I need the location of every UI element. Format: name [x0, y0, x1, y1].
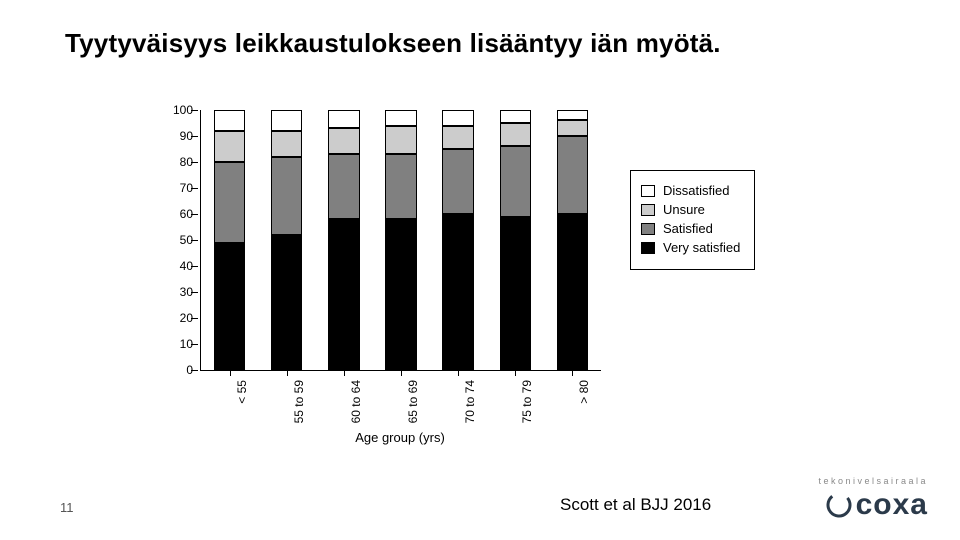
- bar: [557, 110, 588, 370]
- bar-segment: [557, 136, 588, 214]
- legend-swatch: [641, 204, 655, 216]
- y-tick-label: 70: [163, 181, 193, 195]
- bar-segment: [328, 128, 359, 154]
- bar-segment: [271, 235, 302, 370]
- x-tick: [344, 370, 345, 376]
- bar-segment: [385, 110, 416, 126]
- bar-segment: [328, 219, 359, 370]
- legend-item: Satisfied: [641, 221, 740, 236]
- bar-segment: [500, 217, 531, 370]
- logo: tekonivelsairaala coxa: [818, 476, 928, 522]
- logo-icon: [826, 492, 852, 518]
- bar: [271, 110, 302, 370]
- chart: Percentage of patients (%) 0102030405060…: [130, 100, 850, 480]
- bar-segment: [557, 120, 588, 136]
- bar: [442, 110, 473, 370]
- logo-brand-text: coxa: [856, 488, 928, 522]
- x-category-label: 60 to 64: [349, 380, 363, 423]
- legend-item: Very satisfied: [641, 240, 740, 255]
- bar: [500, 110, 531, 370]
- x-tick: [287, 370, 288, 376]
- bar: [214, 110, 245, 370]
- bar-segment: [214, 131, 245, 162]
- legend-swatch: [641, 185, 655, 197]
- bar-segment: [442, 110, 473, 126]
- x-tick: [458, 370, 459, 376]
- y-tick-label: 90: [163, 129, 193, 143]
- bar-segment: [500, 123, 531, 146]
- y-tick-label: 20: [163, 311, 193, 325]
- legend-swatch: [641, 223, 655, 235]
- logo-tagline: tekonivelsairaala: [818, 476, 928, 486]
- bar-segment: [328, 154, 359, 219]
- y-tick-label: 0: [163, 363, 193, 377]
- x-tick: [230, 370, 231, 376]
- y-tick-label: 10: [163, 337, 193, 351]
- bar-segment: [442, 126, 473, 149]
- legend-item: Dissatisfied: [641, 183, 740, 198]
- x-axis-label: Age group (yrs): [200, 430, 600, 445]
- x-category-label: > 80: [577, 380, 591, 404]
- bar-segment: [500, 146, 531, 216]
- x-category-label: 70 to 74: [463, 380, 477, 423]
- legend-label: Unsure: [663, 202, 705, 217]
- page-number: 11: [60, 500, 74, 515]
- bar-segment: [385, 219, 416, 370]
- bar-segment: [214, 243, 245, 370]
- bar-segment: [271, 131, 302, 157]
- bar: [328, 110, 359, 370]
- bar-segment: [271, 110, 302, 131]
- bar: [385, 110, 416, 370]
- legend-label: Dissatisfied: [663, 183, 729, 198]
- legend-label: Satisfied: [663, 221, 713, 236]
- logo-brand: coxa: [818, 488, 928, 522]
- bar-segment: [328, 110, 359, 128]
- y-tick-label: 100: [163, 103, 193, 117]
- bar-segment: [385, 126, 416, 155]
- x-tick: [572, 370, 573, 376]
- bar-segment: [214, 162, 245, 243]
- y-tick-label: 50: [163, 233, 193, 247]
- x-tick: [401, 370, 402, 376]
- x-category-label: 65 to 69: [406, 380, 420, 423]
- y-tick-label: 80: [163, 155, 193, 169]
- x-tick: [515, 370, 516, 376]
- bar-segment: [557, 214, 588, 370]
- y-tick-label: 40: [163, 259, 193, 273]
- bar-segment: [500, 110, 531, 123]
- x-category-label: < 55: [235, 380, 249, 404]
- bar-segment: [271, 157, 302, 235]
- bar-segment: [442, 214, 473, 370]
- bar-segment: [557, 110, 588, 120]
- x-category-label: 75 to 79: [520, 380, 534, 423]
- legend-item: Unsure: [641, 202, 740, 217]
- legend-swatch: [641, 242, 655, 254]
- legend: Dissatisfied Unsure Satisfied Very satisfie…: [630, 170, 755, 270]
- slide-title: Tyytyväisyys leikkaustulokseen lisääntyy…: [65, 28, 721, 59]
- slide-container: Tyytyväisyys leikkaustulokseen lisääntyy…: [0, 0, 960, 540]
- y-tick-label: 30: [163, 285, 193, 299]
- y-tick-label: 60: [163, 207, 193, 221]
- citation: Scott et al BJJ 2016: [560, 495, 711, 515]
- plot-area: Percentage of patients (%) 0102030405060…: [200, 110, 601, 371]
- bar-segment: [214, 110, 245, 131]
- bar-segment: [385, 154, 416, 219]
- x-category-label: 55 to 59: [292, 380, 306, 423]
- legend-label: Very satisfied: [663, 240, 740, 255]
- bar-segment: [442, 149, 473, 214]
